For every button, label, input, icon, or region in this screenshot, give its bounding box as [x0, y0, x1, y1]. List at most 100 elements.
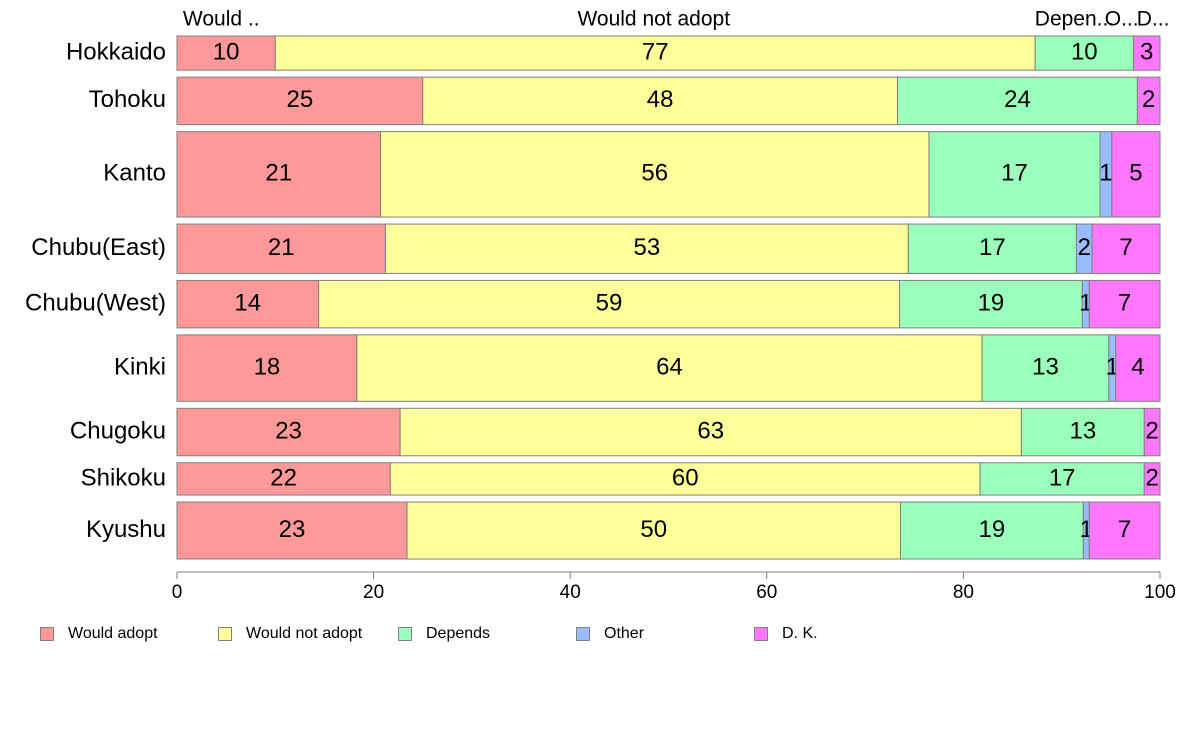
data-label: 21	[265, 160, 292, 187]
legend-item: Depends	[398, 624, 490, 644]
bar-segment	[176, 462, 391, 496]
category-label: Kinki	[114, 353, 166, 380]
legend-swatch	[398, 627, 412, 641]
category-label: Chubu(East)	[31, 234, 166, 261]
bar-segment	[1115, 334, 1161, 402]
data-label: 17	[979, 234, 1006, 261]
data-label: 13	[1069, 417, 1096, 444]
data-label: 2	[1142, 86, 1155, 113]
data-label: 2	[1145, 417, 1158, 444]
bar-segment	[176, 35, 276, 71]
data-label: 23	[279, 516, 306, 543]
data-label: 60	[672, 464, 699, 491]
data-label: 7	[1118, 516, 1131, 543]
data-label: 17	[1001, 160, 1028, 187]
data-label: 19	[978, 289, 1005, 316]
legend-label: Other	[604, 625, 645, 642]
legend-label: Depends	[426, 625, 491, 642]
data-label: 2	[1145, 464, 1158, 491]
data-label: 56	[641, 160, 668, 187]
data-label: 59	[596, 289, 623, 316]
legend-swatch	[40, 627, 54, 641]
column-header-label: Depen...	[1035, 8, 1114, 31]
category-label: Kyushu	[86, 516, 166, 543]
bar-segment	[176, 131, 381, 218]
category-label: Hokkaido	[66, 38, 166, 65]
data-label: 2	[1078, 234, 1091, 261]
data-label: 21	[268, 234, 295, 261]
category-label: Chugoku	[70, 417, 166, 444]
bar-segment	[318, 279, 901, 329]
category-label: Kanto	[103, 160, 166, 187]
data-label: 19	[979, 516, 1006, 543]
bar-segment	[176, 407, 401, 457]
bar-segment	[899, 279, 1083, 329]
chart-legend: Would adopt Would not adopt Depends Other D.…	[40, 624, 1140, 644]
data-label: 53	[634, 234, 661, 261]
data-label: 14	[234, 289, 261, 316]
bar-segment	[389, 462, 981, 496]
legend-swatch	[218, 627, 232, 641]
bar-segment	[176, 334, 358, 402]
data-label: 17	[1049, 464, 1076, 491]
data-label: 22	[270, 464, 297, 491]
data-label: 48	[647, 86, 674, 113]
bar-segment	[1088, 279, 1161, 329]
bar-segment	[928, 131, 1101, 218]
legend-label: D. K.	[782, 625, 818, 642]
bar-segment	[1143, 462, 1161, 496]
legend-label: Would not adopt	[246, 625, 363, 642]
bar-segment	[1034, 35, 1134, 71]
data-label: 1	[1099, 160, 1112, 187]
data-label: 64	[656, 353, 683, 380]
column-header-label: D...	[1137, 8, 1170, 31]
x-tick-label: 20	[363, 582, 384, 603]
bar-segment	[897, 76, 1138, 126]
data-label: 63	[697, 417, 724, 444]
bar-segment	[176, 279, 320, 329]
bar-segment	[176, 501, 408, 560]
data-label: 7	[1118, 289, 1131, 316]
x-tick-label: 80	[953, 582, 974, 603]
data-label: 18	[254, 353, 281, 380]
legend-item: Other	[576, 624, 644, 644]
data-label: 7	[1119, 234, 1132, 261]
bar-segment	[176, 223, 386, 274]
x-tick-label: 60	[756, 582, 777, 603]
bar-segment	[1143, 407, 1161, 457]
category-label: Tohoku	[89, 86, 166, 113]
bar-segment	[384, 223, 909, 274]
data-label: 23	[275, 417, 302, 444]
legend-swatch	[754, 627, 768, 641]
bar-segment	[981, 334, 1110, 402]
data-label: 10	[1071, 38, 1098, 65]
bar-segment	[1088, 501, 1161, 560]
data-label: 77	[642, 38, 669, 65]
data-label: 50	[640, 516, 667, 543]
bar-segment	[907, 223, 1077, 274]
legend-item: Would not adopt	[218, 624, 362, 644]
data-label: 4	[1131, 353, 1144, 380]
data-label: 25	[287, 86, 314, 113]
bar-segment	[1091, 223, 1161, 274]
x-tick-label: 40	[560, 582, 581, 603]
x-tick-label: 0	[172, 582, 183, 603]
category-label: Chubu(West)	[25, 289, 166, 316]
bar-segment	[1111, 131, 1161, 218]
bar-segment	[406, 501, 901, 560]
column-header-label: O...	[1105, 8, 1139, 31]
legend-item: D. K.	[754, 624, 818, 644]
legend-item: Would adopt	[40, 624, 158, 644]
x-tick-label: 100	[1144, 582, 1176, 603]
bar-segment	[979, 462, 1145, 496]
bar-segment	[1136, 76, 1161, 126]
bar-segment	[1132, 35, 1161, 71]
column-header-label: Would ..	[183, 8, 260, 31]
category-label: Shikoku	[81, 464, 166, 491]
data-label: 3	[1140, 38, 1153, 65]
data-label: 5	[1129, 160, 1142, 187]
data-label: 24	[1004, 86, 1031, 113]
data-label: 10	[213, 38, 240, 65]
legend-swatch	[576, 627, 590, 641]
